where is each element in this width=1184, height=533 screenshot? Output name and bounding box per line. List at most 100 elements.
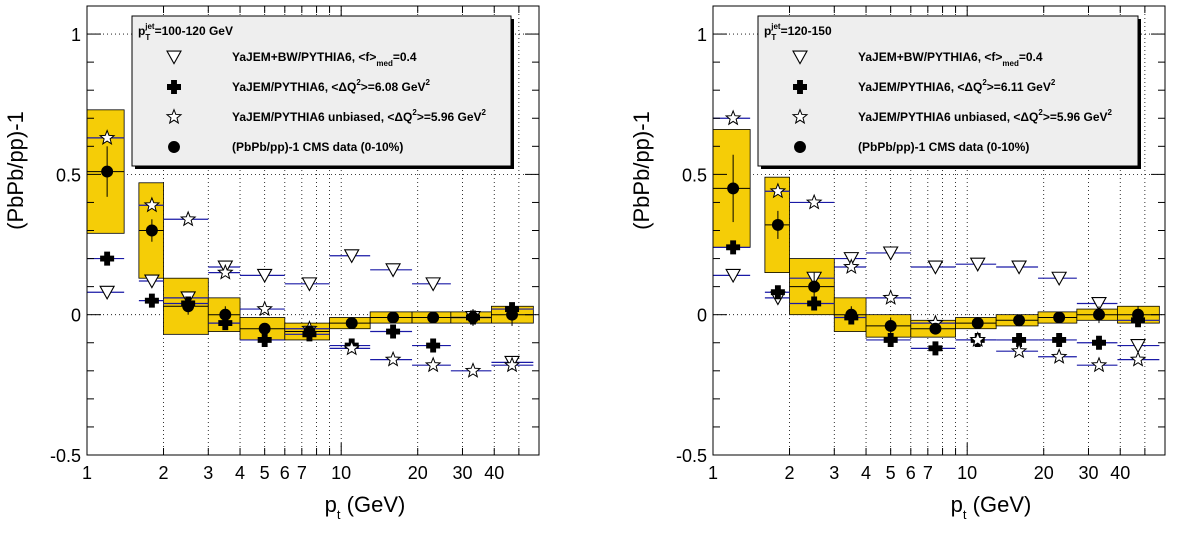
marker-open-star (464, 362, 482, 378)
x-tick-label: 4 (861, 463, 871, 483)
marker-cross (426, 338, 441, 353)
y-tick-label: 1 (697, 25, 707, 45)
legend: pTjet=120-150 YaJEM+BW/PYTHIA6, <f>med=0.… (757, 15, 1141, 169)
tick-labels: 1 2 3 4 5 6 7 10 20 30 40 -0.5 0 0.5 1 (50, 25, 504, 483)
marker-open-triangle-down (425, 277, 442, 292)
legend-marker-cross (793, 80, 807, 94)
marker-open-star (343, 339, 361, 356)
x-tick-label: 4 (235, 463, 245, 483)
marker-cross (144, 293, 159, 308)
marker-open-star (1090, 356, 1108, 373)
model-series (87, 129, 534, 378)
axis-ticks (86, 5, 539, 456)
y-tick-label: 0 (697, 306, 707, 326)
legend-marker-filled-circle (794, 141, 806, 153)
data-point (427, 311, 440, 324)
y-axis-title: (PbPb/pp)-1 (629, 111, 654, 230)
x-tick-label: 30 (1078, 463, 1098, 483)
x-tick-label: 3 (203, 463, 213, 483)
legend-marker-open-star (791, 108, 809, 125)
legend-title: pTjet=120-150 (764, 22, 832, 42)
legend-entry-text: (PbPb/pp)-1 CMS data (0-10%) (232, 140, 403, 154)
y-axis-title: (PbPb/pp)-1 (3, 111, 28, 230)
legend-title: pTjet=100-120 GeV (138, 22, 233, 42)
legend-entry-text: YaJEM/PYTHIA6 unbiased, <ΔQ2>=5.96 GeV2 (232, 108, 487, 124)
legend-marker-open-triangle-down (166, 50, 182, 65)
legend-entry-text: YaJEM+BW/PYTHIA6, <f>med=0.4 (232, 50, 417, 68)
x-tick-label: 10 (331, 463, 351, 483)
x-tick-label: 40 (484, 463, 504, 483)
marker-open-triangle-down (343, 249, 360, 264)
marker-cross (928, 341, 943, 356)
data-point (1093, 308, 1105, 321)
marker-open-triangle-down (969, 257, 986, 272)
marker-cross (770, 285, 785, 300)
marker-open-triangle-down (1011, 260, 1028, 275)
data-points (87, 146, 534, 338)
data-points (713, 154, 1160, 335)
marker-open-triangle-down (882, 246, 899, 261)
marker-cross (257, 332, 272, 347)
marker-open-star (969, 331, 987, 348)
data-point (467, 311, 479, 324)
legend-marker-open-star (165, 108, 183, 125)
x-tick-label: 5 (886, 463, 896, 483)
legend: pTjet=100-120 GeV YaJEM+BW/PYTHIA6, <f>me… (131, 15, 514, 169)
legend-marker-filled-circle (168, 141, 180, 153)
x-tick-label: 2 (159, 463, 169, 483)
marker-open-star (882, 289, 899, 305)
marker-open-star (769, 182, 787, 199)
left-panel: 1 2 3 4 5 6 7 10 20 30 40 -0.5 0 0.5 1 pt (GeV) (PbPb/pp… (3, 5, 540, 522)
data-point (1132, 308, 1144, 321)
y-tick-label: 0.5 (56, 165, 81, 185)
marker-cross (807, 296, 822, 311)
marker-cross (1092, 335, 1107, 350)
data-point (182, 300, 195, 313)
data-point (101, 165, 114, 178)
marker-open-triangle-down (725, 268, 742, 284)
x-tick-label: 40 (1110, 463, 1130, 483)
x-tick-label: 6 (280, 463, 290, 483)
data-point (1053, 311, 1066, 324)
y-tick-label: -0.5 (676, 446, 707, 466)
y-tick-label: 0 (71, 306, 81, 326)
model-series (713, 109, 1160, 373)
legend-marker-cross (167, 80, 181, 94)
marker-cross (386, 324, 401, 339)
marker-open-triangle-down (1130, 339, 1146, 354)
data-point (727, 182, 740, 195)
data-point (258, 322, 271, 335)
marker-open-star (842, 258, 860, 275)
data-point (219, 308, 232, 321)
marker-open-star (1010, 342, 1028, 359)
y-tick-label: 1 (71, 25, 81, 45)
marker-open-star (805, 193, 823, 210)
data-point (303, 325, 316, 338)
marker-open-triangle-down (1051, 271, 1068, 286)
legend-entry-text: YaJEM+BW/PYTHIA6, <f>med=0.4 (858, 50, 1043, 68)
data-point (929, 322, 942, 335)
marker-cross (100, 251, 115, 266)
marker-open-triangle-down (301, 277, 318, 292)
marker-open-triangle-down (256, 268, 273, 284)
y-tick-label: -0.5 (50, 446, 81, 466)
data-point (771, 218, 784, 231)
marker-open-star (143, 196, 161, 213)
data-point (808, 280, 821, 293)
data-point (884, 319, 897, 332)
tick-labels: 1 2 3 4 5 6 7 10 20 30 40 -0.5 0 0.5 1 (676, 25, 1130, 483)
legend-entry-text: YaJEM/PYTHIA6 unbiased, <ΔQ2>=5.96 GeV2 (858, 108, 1113, 124)
marker-cross (726, 240, 741, 255)
x-tick-label: 6 (906, 463, 916, 483)
x-tick-label: 3 (829, 463, 839, 483)
marker-open-star (1129, 350, 1147, 367)
marker-open-triangle-down (99, 285, 116, 301)
data-point (845, 308, 858, 321)
legend-entry-text: (PbPb/pp)-1 CMS data (0-10%) (858, 140, 1029, 154)
x-tick-label: 30 (452, 463, 472, 483)
x-tick-label: 20 (1034, 463, 1054, 483)
marker-open-triangle-down (385, 263, 402, 278)
data-point (506, 308, 518, 321)
